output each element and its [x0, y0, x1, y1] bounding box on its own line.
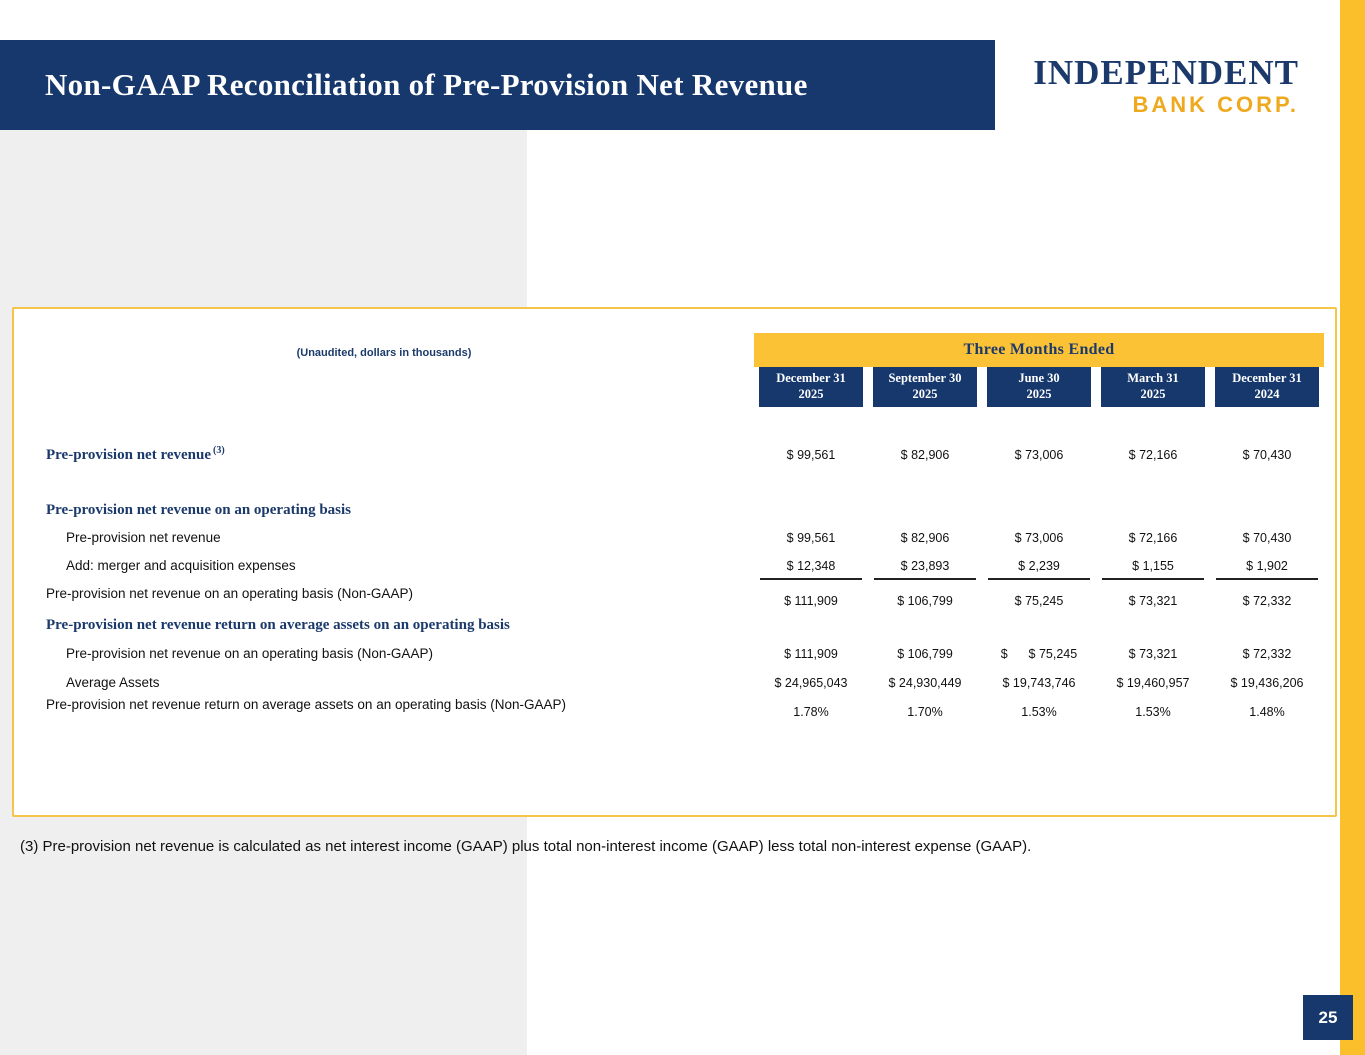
cell-value: $ 73,321	[1128, 594, 1178, 608]
table-row: Pre-provision net revenue on an operatin…	[14, 586, 1324, 608]
section-label: Pre-provision net revenue on an operatin…	[46, 502, 352, 518]
table-row: Pre-provision net revenue on an operatin…	[14, 646, 1324, 661]
cell-value: $ 72,166	[1128, 531, 1178, 545]
footnote-ref: (3)	[213, 445, 225, 456]
company-logo: INDEPENDENT BANK CORP.	[999, 55, 1299, 118]
row-label: Average Assets	[66, 675, 160, 690]
cell-value: $ 82,906	[900, 448, 950, 462]
cell-value: $ 1,155	[1102, 559, 1204, 580]
cell-value: $ 70,430	[1242, 448, 1292, 462]
reconciliation-table: (Unaudited, dollars in thousands) Three …	[12, 307, 1337, 817]
table-row: Pre-provision net revenue $ 99,561 $ 82,…	[14, 530, 1324, 545]
cell-value: $ 106,799	[897, 594, 953, 608]
cell-value: $ 19,743,746	[1002, 676, 1076, 690]
table-section-row: Pre-provision net revenue on an operatin…	[14, 502, 1324, 519]
cell-value: 1.53%	[1135, 705, 1171, 719]
column-header: December 31 2024	[1210, 367, 1324, 407]
cell-value: 1.53%	[1021, 705, 1057, 719]
page-number: 25	[1303, 995, 1353, 1040]
header-bar: Non-GAAP Reconciliation of Pre-Provision…	[0, 40, 995, 130]
row-label: Pre-provision net revenue on an operatin…	[46, 586, 413, 601]
cell-value: $ 72,332	[1242, 647, 1292, 661]
cell-value: $ 24,930,449	[888, 676, 962, 690]
footnote: (3) Pre-provision net revenue is calcula…	[20, 838, 1032, 855]
cell-value: $ 24,965,043	[774, 676, 848, 690]
cell-value: $ 2,239	[988, 559, 1090, 580]
row-label: Pre-provision net revenue	[66, 530, 221, 545]
section-label: Pre-provision net revenue return on aver…	[46, 617, 510, 633]
cell-value: $ 72,332	[1242, 594, 1292, 608]
cell-value: $ 99,561	[786, 531, 836, 545]
column-header: March 31 2025	[1096, 367, 1210, 407]
cell-value: $ 82,906	[900, 531, 950, 545]
cell-value: 1.70%	[907, 705, 943, 719]
cell-value: $ 75,245	[1014, 594, 1064, 608]
table-row: Average Assets $ 24,965,043 $ 24,930,449…	[14, 675, 1324, 690]
cell-value: $ 99,561	[786, 448, 836, 462]
row-label: Pre-provision net revenue (3)	[46, 445, 225, 463]
column-headers: December 31 2025 September 30 2025 June …	[754, 367, 1324, 407]
column-header: December 31 2025	[754, 367, 868, 407]
cell-value: 1.78%	[793, 705, 829, 719]
row-label: Pre-provision net revenue on an operatin…	[66, 646, 433, 661]
cell-value: $ 70,430	[1242, 531, 1292, 545]
table-row: Pre-provision net revenue return on aver…	[14, 697, 1324, 719]
table-row: Pre-provision net revenue (3) $ 99,561 $ …	[14, 445, 1324, 464]
cell-value: 1.48%	[1249, 705, 1285, 719]
cell-value: $ 12,348	[760, 559, 862, 580]
cell-value: $ 111,909	[784, 594, 838, 608]
page-title: Non-GAAP Reconciliation of Pre-Provision…	[45, 67, 808, 102]
cell-value: $ 111,909	[784, 647, 838, 661]
unaudited-note: (Unaudited, dollars in thousands)	[296, 347, 472, 359]
cell-value: $ 19,436,206	[1230, 676, 1304, 690]
cell-value: $ 19,460,957	[1116, 676, 1190, 690]
logo-tagline: BANK CORP.	[1132, 92, 1299, 117]
cell-value: $ 73,321	[1128, 647, 1178, 661]
row-label: Add: merger and acquisition expenses	[66, 558, 296, 573]
cell-value: $ 23,893	[874, 559, 976, 580]
cell-value: $ 106,799	[897, 647, 953, 661]
column-header: June 30 2025	[982, 367, 1096, 407]
cell-value: $ 1,902	[1216, 559, 1318, 580]
cell-value: $ $ 75,245	[1000, 647, 1078, 661]
cell-value: $ 72,166	[1128, 448, 1178, 462]
cell-value: $ 73,006	[1014, 531, 1064, 545]
row-label: Pre-provision net revenue return on aver…	[46, 697, 567, 712]
logo-name: INDEPENDENT	[1033, 53, 1299, 92]
table-row: Add: merger and acquisition expenses $ 1…	[14, 558, 1324, 580]
group-header: Three Months Ended	[754, 333, 1324, 367]
cell-value: $ 73,006	[1014, 448, 1064, 462]
table-section-row: Pre-provision net revenue return on aver…	[14, 617, 1324, 634]
column-header: September 30 2025	[868, 367, 982, 407]
right-gold-stripe	[1340, 0, 1365, 1055]
